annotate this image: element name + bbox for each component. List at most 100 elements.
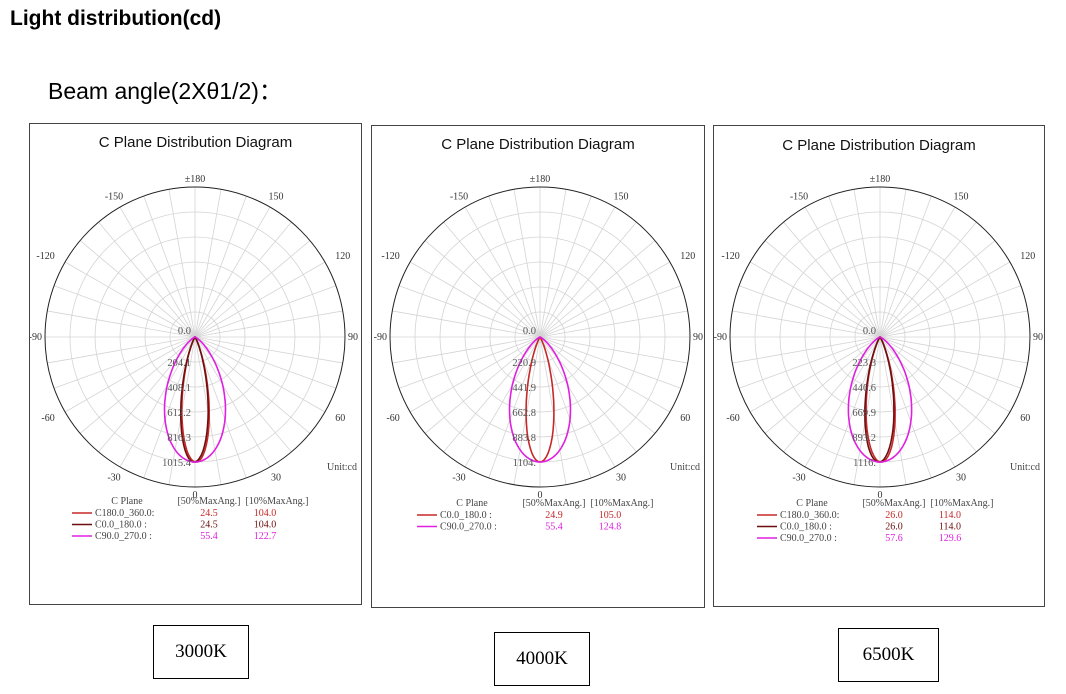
- angle-label: 60: [680, 413, 690, 424]
- intensity-curve: [508, 336, 572, 463]
- legend-header: C Plane: [456, 498, 488, 509]
- grid-ring: [804, 261, 956, 413]
- legend-half-angle: 24.5: [200, 520, 218, 531]
- angle-label: 60: [335, 413, 345, 424]
- angle-label: -30: [107, 472, 120, 483]
- polar-chart: C Plane Distribution Diagram ±180 -150 150 -…: [374, 136, 703, 533]
- angle-label: ±180: [530, 174, 551, 185]
- polar-chart: C Plane Distribution Diagram ±180 -150 150 -…: [714, 137, 1043, 544]
- legend-tenth-angle: 104.0: [254, 508, 277, 519]
- legend-half-angle: 55.4: [545, 522, 563, 533]
- radial-label: 204.1: [167, 358, 191, 369]
- legend-half-angle: 57.6: [885, 533, 903, 544]
- grid-ring: [439, 236, 641, 438]
- chart-title: C Plane Distribution Diagram: [441, 136, 634, 153]
- cct-label: 6500K: [838, 628, 939, 682]
- legend-header: C Plane: [111, 496, 143, 507]
- angle-label: -30: [792, 472, 805, 483]
- outer-ring: [44, 186, 346, 488]
- grid-ring: [829, 286, 931, 388]
- legend-tenth-angle: 124.8: [599, 522, 622, 533]
- angle-label: -30: [452, 472, 465, 483]
- radial-label: 893.2: [852, 433, 876, 444]
- chart-title: C Plane Distribution Diagram: [99, 134, 292, 151]
- intensity-curve: [847, 336, 913, 463]
- radial-label: 223.3: [852, 358, 876, 369]
- grid-ring: [464, 261, 616, 413]
- angle-label: 0: [193, 490, 198, 501]
- polar-chart-panel: C Plane Distribution Diagram ±180 -150 150 -…: [371, 125, 705, 608]
- angle-label: 30: [956, 472, 966, 483]
- radial-label: 0.0: [863, 326, 876, 337]
- radial-label: 0.0: [523, 326, 536, 337]
- legend-tenth-angle: 114.0: [939, 510, 961, 521]
- angle-label: 120: [680, 251, 695, 262]
- radial-label: 441.9: [512, 383, 536, 394]
- grid-ring: [169, 311, 221, 363]
- angle-label: -90: [30, 332, 42, 343]
- grid-ring: [94, 236, 296, 438]
- angle-label: -150: [790, 192, 808, 203]
- legend-header: [50%MaxAng.]: [177, 496, 240, 507]
- angle-label: -120: [381, 251, 399, 262]
- outer-ring: [389, 186, 691, 488]
- legend-series-name: C90.0_270.0 :: [95, 531, 152, 542]
- angle-label: -90: [374, 332, 387, 343]
- legend-header: C Plane: [796, 498, 828, 509]
- radial-label: 816.3: [167, 433, 191, 444]
- angle-label: 150: [269, 192, 284, 203]
- cct-label: 4000K: [494, 632, 590, 686]
- angle-label: 30: [271, 472, 281, 483]
- chart-title: C Plane Distribution Diagram: [782, 137, 975, 154]
- legend-half-angle: 24.5: [200, 508, 218, 519]
- angle-label: 120: [1020, 251, 1035, 262]
- angle-label: 150: [954, 192, 969, 203]
- legend-half-angle: 55.4: [200, 531, 218, 542]
- radial-label: 669.9: [852, 408, 876, 419]
- grid-ring: [144, 286, 246, 388]
- angle-label: -150: [105, 192, 123, 203]
- legend-header: [50%MaxAng.]: [522, 498, 585, 509]
- radial-label: 883.8: [512, 433, 536, 444]
- legend-header: [10%MaxAng.]: [590, 498, 653, 509]
- legend-tenth-angle: 122.7: [254, 531, 277, 542]
- beam-angle-label: Beam angle(2Xθ1/2)：: [48, 78, 282, 104]
- grid-ring: [514, 311, 566, 363]
- radial-label: 446.6: [852, 383, 876, 394]
- unit-label: Unit:cd: [670, 462, 700, 473]
- radial-label: 612.2: [167, 408, 191, 419]
- radial-label: 1015.4: [162, 458, 192, 469]
- intensity-curve: [163, 336, 227, 463]
- legend-half-angle: 26.0: [885, 522, 903, 533]
- legend-series-name: C180.0_360.0:: [95, 508, 154, 519]
- radial-label: 1104.: [513, 458, 536, 469]
- legend-series-name: C180.0_360.0:: [780, 510, 839, 521]
- polar-chart-panel: C Plane Distribution Diagram ±180 -150 150 -…: [29, 123, 362, 605]
- angle-label: -120: [721, 251, 739, 262]
- unit-label: Unit:cd: [1010, 462, 1040, 473]
- grid-ring: [119, 261, 271, 413]
- legend-header: [10%MaxAng.]: [930, 498, 993, 509]
- angle-label: -60: [41, 413, 54, 424]
- legend-series-name: C90.0_270.0 :: [780, 533, 837, 544]
- angle-label: 0: [538, 490, 543, 501]
- polar-chart-panel: C Plane Distribution Diagram ±180 -150 150 -…: [713, 125, 1045, 607]
- legend-series-name: C90.0_270.0 :: [440, 522, 497, 533]
- grid-ring: [489, 286, 591, 388]
- grid-ring: [779, 236, 981, 438]
- legend-tenth-angle: 129.6: [939, 533, 962, 544]
- angle-label: -60: [386, 413, 399, 424]
- angle-label: -60: [726, 413, 739, 424]
- legend-series-name: C0.0_180.0 :: [440, 510, 492, 521]
- angle-label: 90: [693, 332, 703, 343]
- legend-series-name: C0.0_180.0 :: [95, 520, 147, 531]
- angle-label: -150: [450, 192, 468, 203]
- legend-series-name: C0.0_180.0 :: [780, 522, 832, 533]
- legend-header: [50%MaxAng.]: [862, 498, 925, 509]
- legend-tenth-angle: 105.0: [599, 510, 622, 521]
- page-title: Light distribution(cd): [10, 7, 222, 30]
- angle-label: -90: [714, 332, 727, 343]
- angle-label: 30: [616, 472, 626, 483]
- radial-label: 220.9: [512, 358, 536, 369]
- angle-label: -120: [36, 251, 54, 262]
